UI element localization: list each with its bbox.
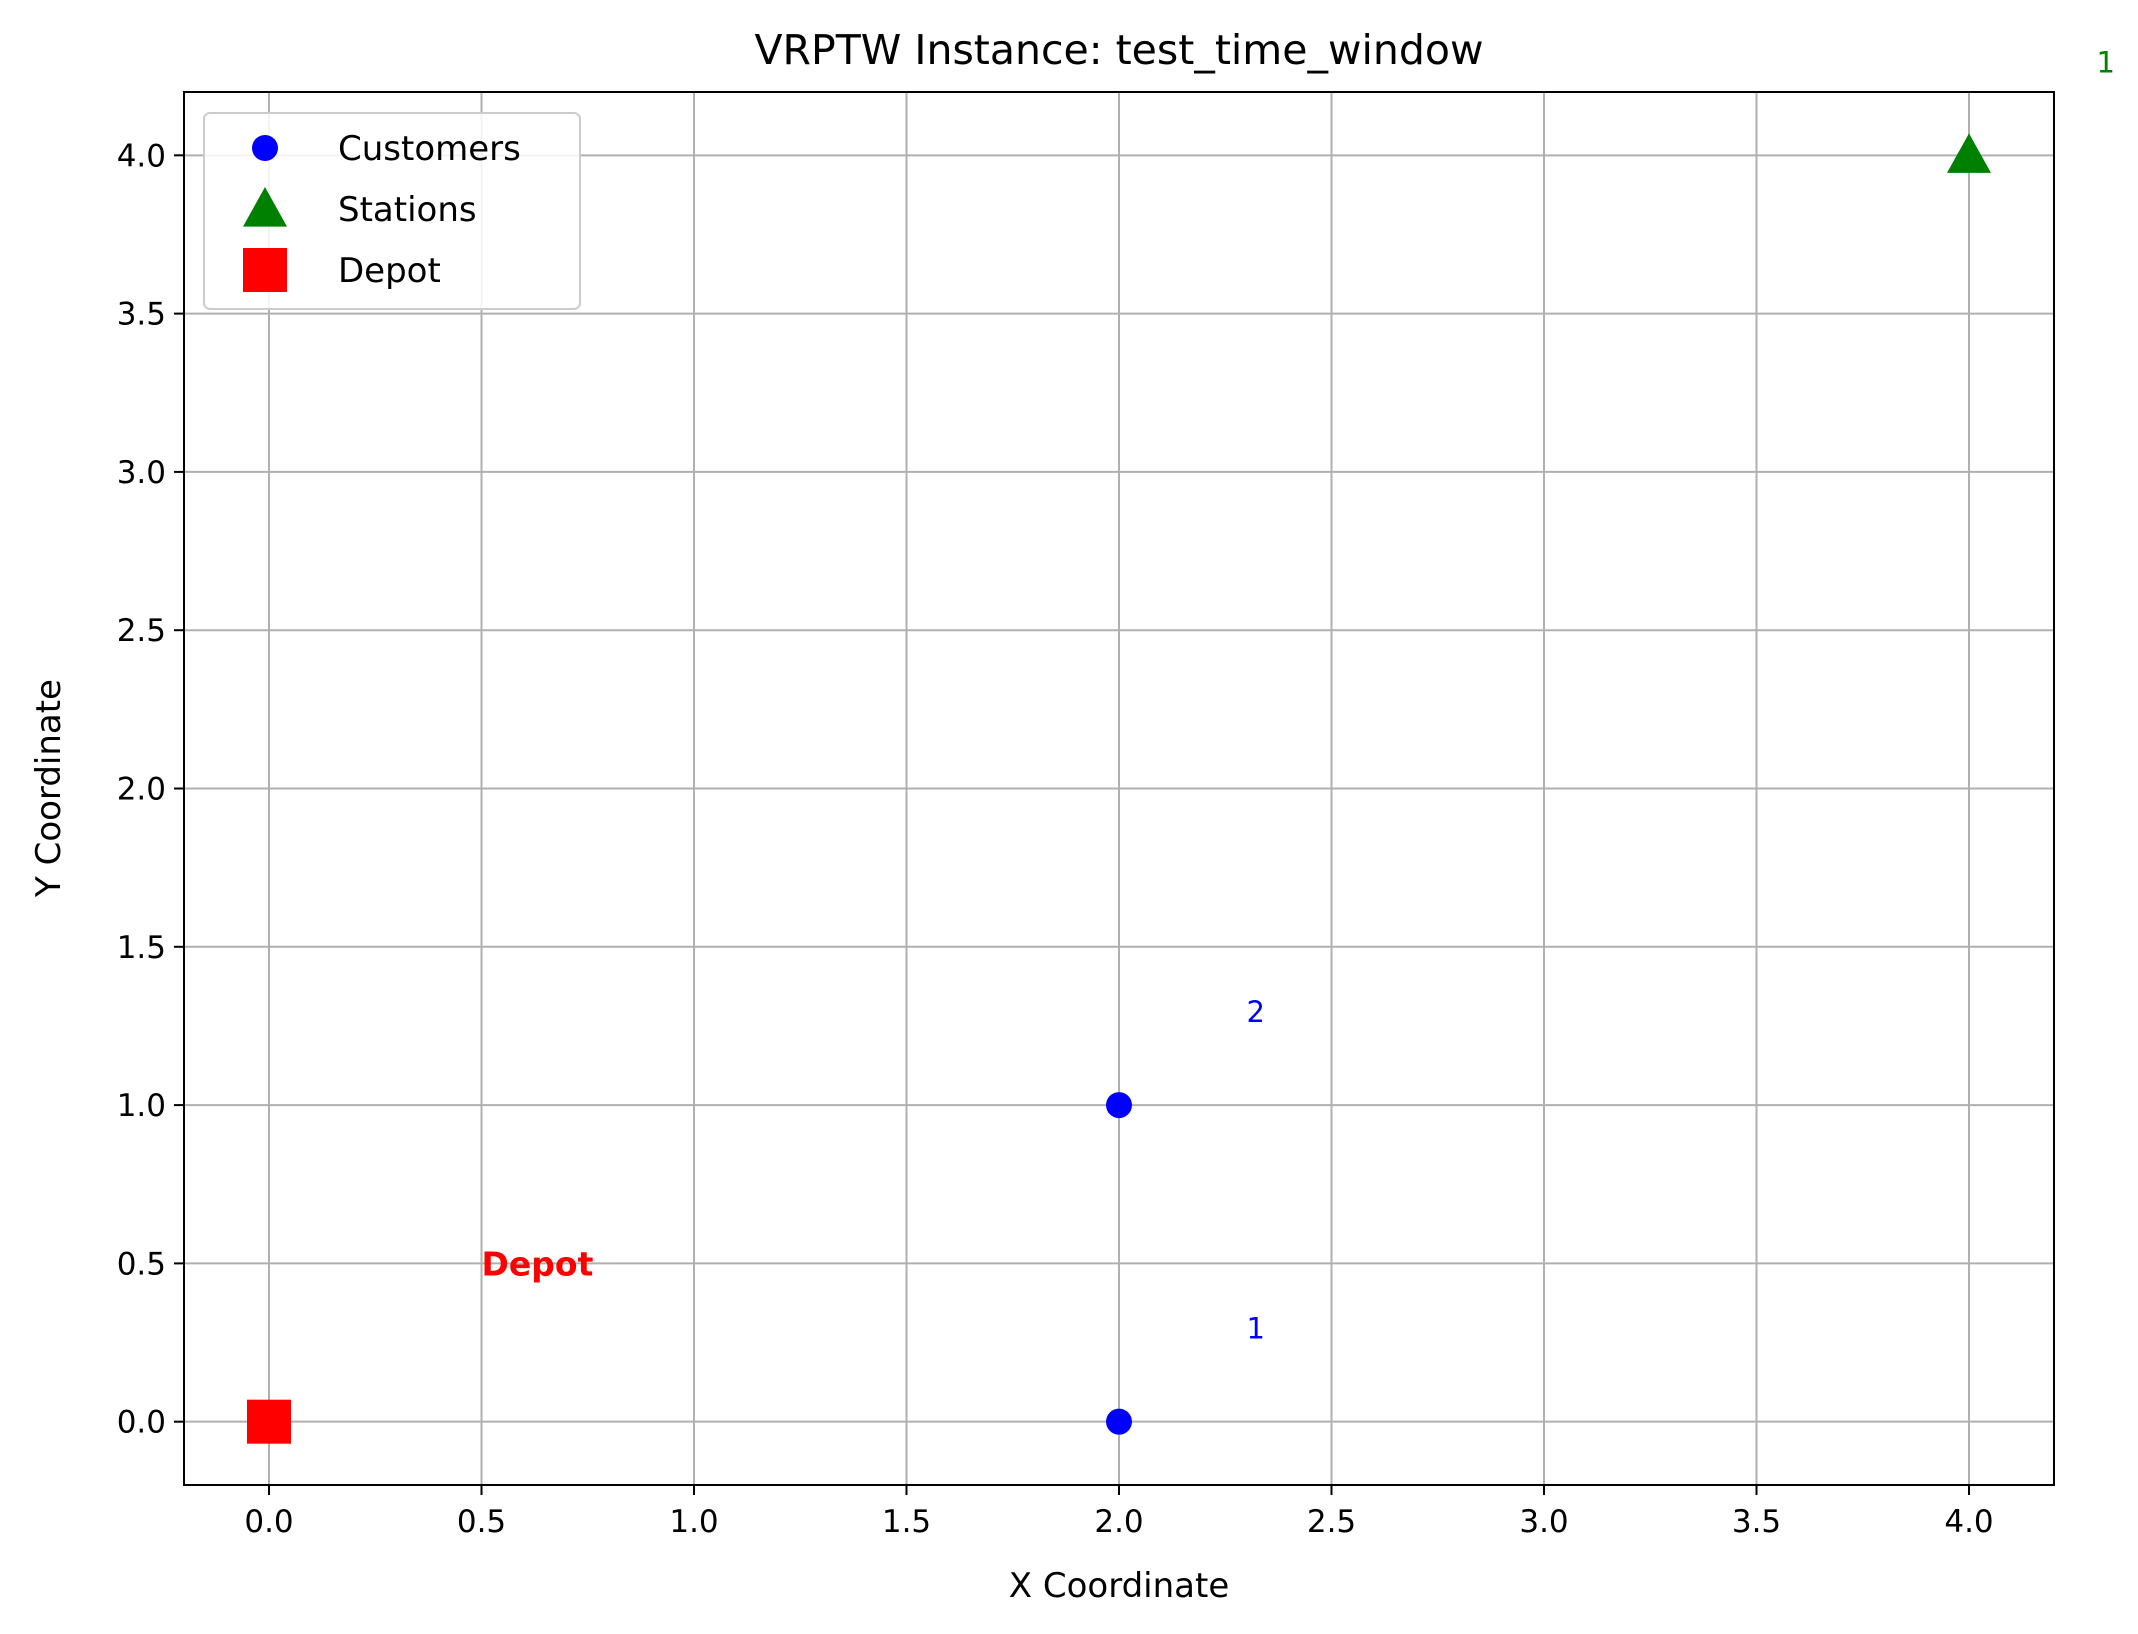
legend-depot-label: Depot (338, 251, 441, 291)
point-annotation: 2 (1247, 995, 1265, 1029)
x-axis-ticks: 0.0 0.5 1.0 1.5 2.0 2.5 3.0 3.5 4.0 (244, 1485, 1994, 1540)
x-tick-label: 3.5 (1732, 1504, 1781, 1540)
legend-box (203, 112, 581, 310)
customers-point (1106, 1408, 1132, 1435)
y-tick-label: 0.0 (117, 1405, 166, 1441)
x-tick-label: 0.0 (244, 1504, 293, 1540)
y-tick-label: 1.0 (117, 1088, 166, 1124)
customers-point (1106, 1092, 1132, 1119)
x-tick-label: 3.0 (1519, 1504, 1568, 1540)
legend-customers-label: Customers (338, 129, 521, 169)
y-tick-label: 1.5 (117, 930, 166, 966)
stations-point (1947, 133, 1991, 173)
legend-stations-label: Stations (338, 190, 477, 230)
annotations: 1 2 Depot 1 (482, 45, 2115, 1345)
data-marks (247, 133, 1991, 1444)
legend-customers-marker (252, 135, 278, 161)
x-axis-title: X Coordinate (1009, 1566, 1230, 1606)
y-tick-label: 4.0 (117, 138, 166, 174)
x-tick-label: 1.5 (882, 1504, 931, 1540)
x-tick-label: 2.5 (1307, 1504, 1356, 1540)
plot-frame (183, 91, 2055, 1486)
y-tick-label: 0.5 (117, 1246, 166, 1282)
x-tick-label: 1.0 (669, 1504, 718, 1540)
y-axis-ticks: 0.0 0.5 1.0 1.5 2.0 2.5 3.0 3.5 4.0 (117, 138, 184, 1441)
x-tick-label: 2.0 (1094, 1504, 1143, 1540)
y-tick-label: 3.0 (117, 455, 166, 491)
y-tick-label: 3.5 (117, 297, 166, 333)
y-tick-label: 2.0 (117, 772, 166, 808)
x-tick-label: 4.0 (1944, 1504, 1993, 1540)
y-axis-title: Y Coordinate (29, 679, 69, 898)
grid (184, 92, 2054, 1485)
legend-depot-marker (243, 248, 287, 292)
x-tick-label: 0.5 (457, 1504, 506, 1540)
legend-stations-marker (243, 187, 287, 227)
depot-point (247, 1399, 291, 1444)
point-annotation: 1 (1247, 1312, 1265, 1346)
y-tick-label: 2.5 (117, 613, 166, 649)
chart-title: VRPTW Instance: test_time_window (754, 26, 1483, 74)
point-annotation: Depot (482, 1244, 594, 1283)
point-annotation: 1 (2097, 45, 2115, 79)
legend: Customers Stations Depot (203, 112, 581, 310)
